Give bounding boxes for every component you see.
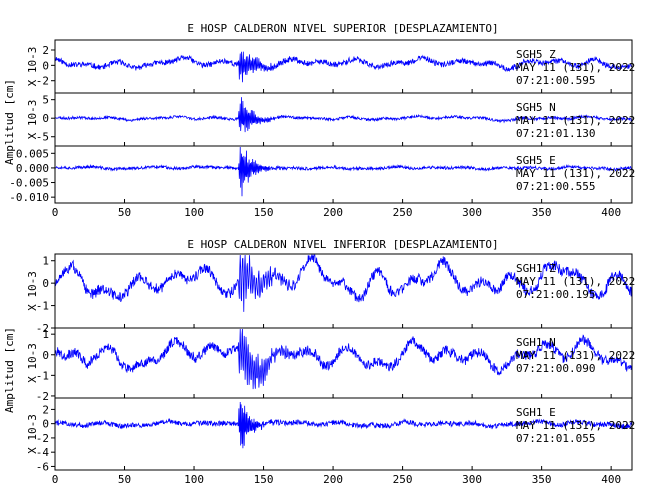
y-tick-label: 1	[42, 328, 49, 341]
y-tick-label: 1	[42, 255, 49, 268]
x-tick-label: 200	[323, 206, 343, 219]
y-tick-label: 0	[42, 349, 49, 362]
x-tick-label: 100	[184, 206, 204, 219]
scale-label: X 10-3	[26, 271, 39, 311]
station-annotation: SGH1 N	[516, 336, 556, 349]
x-tick-label: 300	[462, 206, 482, 219]
trace-line-0-2	[54, 146, 633, 197]
x-tick-label: 150	[254, 473, 274, 486]
x-tick-label: 350	[532, 206, 552, 219]
x-tick-label: 50	[118, 206, 131, 219]
y-tick-label: 5	[42, 94, 49, 107]
y-tick-label: 2	[42, 44, 49, 57]
y-tick-label: -0.010	[9, 191, 49, 204]
trace-line-1-2	[54, 401, 633, 449]
trace-line-0-1	[54, 97, 633, 133]
y-tick-label: 0	[42, 112, 49, 125]
panel-frame	[54, 145, 633, 204]
x-tick-label: 0	[52, 206, 59, 219]
y-tick-label: 0.000	[16, 162, 49, 175]
x-tick-label: 400	[601, 206, 621, 219]
scale-label: X 10-3	[26, 414, 39, 454]
station-annotation: MAY 11 (131), 2022	[516, 419, 635, 432]
x-tick-label: 150	[254, 206, 274, 219]
y-tick-label: 0.005	[16, 147, 49, 160]
y-tick-label: -6	[36, 460, 49, 473]
x-tick-label: 350	[532, 473, 552, 486]
bottom-chart-ylabel: Amplitud [cm]	[3, 327, 16, 413]
station-annotation: MAY 11 (131), 2022	[516, 167, 635, 180]
x-tick-label: 250	[393, 206, 413, 219]
y-tick-label: -0.005	[9, 177, 49, 190]
y-tick-label: -2	[36, 75, 49, 88]
y-tick-label: 0	[42, 59, 49, 72]
station-annotation: 07:21:01.130	[516, 127, 595, 140]
scale-label: X 10-3	[26, 100, 39, 140]
scale-label: X 10-3	[26, 343, 39, 383]
station-annotation: 07:21:00.195	[516, 288, 595, 301]
station-annotation: MAY 11 (131), 2022	[516, 275, 635, 288]
station-annotation: 07:21:00.595	[516, 74, 595, 87]
top-chart-ylabel: Amplitud [cm]	[3, 79, 16, 165]
scale-label: X 10-3	[26, 47, 39, 87]
station-annotation: 07:21:00.090	[516, 362, 595, 375]
x-tick-label: 300	[462, 473, 482, 486]
y-tick-label: 2	[42, 403, 49, 416]
station-annotation: SGH5 Z	[516, 48, 556, 61]
trace-line-1-0	[54, 254, 633, 312]
station-annotation: SGH5 E	[516, 154, 556, 167]
station-annotation: 07:21:00.555	[516, 180, 595, 193]
y-tick-label: -4	[36, 446, 50, 459]
station-annotation: 07:21:01.055	[516, 432, 595, 445]
x-tick-label: 100	[184, 473, 204, 486]
y-tick-label: -2	[36, 322, 49, 335]
station-annotation: SGH1 Z	[516, 262, 556, 275]
y-tick-label: 0	[42, 277, 49, 290]
trace-line-1-1	[54, 328, 633, 390]
x-tick-label: 250	[393, 473, 413, 486]
x-tick-label: 50	[118, 473, 131, 486]
y-tick-label: -2	[36, 390, 49, 403]
x-tick-label: 0	[52, 473, 59, 486]
station-annotation: SGH1 E	[516, 406, 556, 419]
y-tick-label: -1	[36, 300, 49, 313]
bottom-chart: E HOSP CALDERON NIVEL INFERIOR [DESPLAZA…	[3, 238, 635, 486]
y-tick-label: -2	[36, 432, 49, 445]
station-annotation: MAY 11 (131), 2022	[516, 61, 635, 74]
top-chart-title: E HOSP CALDERON NIVEL SUPERIOR [DESPLAZA…	[187, 22, 498, 35]
station-annotation: MAY 11 (131), 2022	[516, 349, 635, 362]
y-tick-label: -5	[36, 131, 49, 144]
top-chart: E HOSP CALDERON NIVEL SUPERIOR [DESPLAZA…	[3, 22, 635, 219]
station-annotation: MAY 11 (131), 2022	[516, 114, 635, 127]
x-tick-label: 200	[323, 473, 343, 486]
x-tick-label: 400	[601, 473, 621, 486]
bottom-chart-title: E HOSP CALDERON NIVEL INFERIOR [DESPLAZA…	[187, 238, 498, 251]
trace-line-0-0	[54, 51, 633, 83]
y-tick-label: -1	[36, 369, 49, 382]
station-annotation: SGH5 N	[516, 101, 556, 114]
panel-frame	[54, 397, 633, 471]
y-tick-label: 0	[42, 418, 49, 431]
